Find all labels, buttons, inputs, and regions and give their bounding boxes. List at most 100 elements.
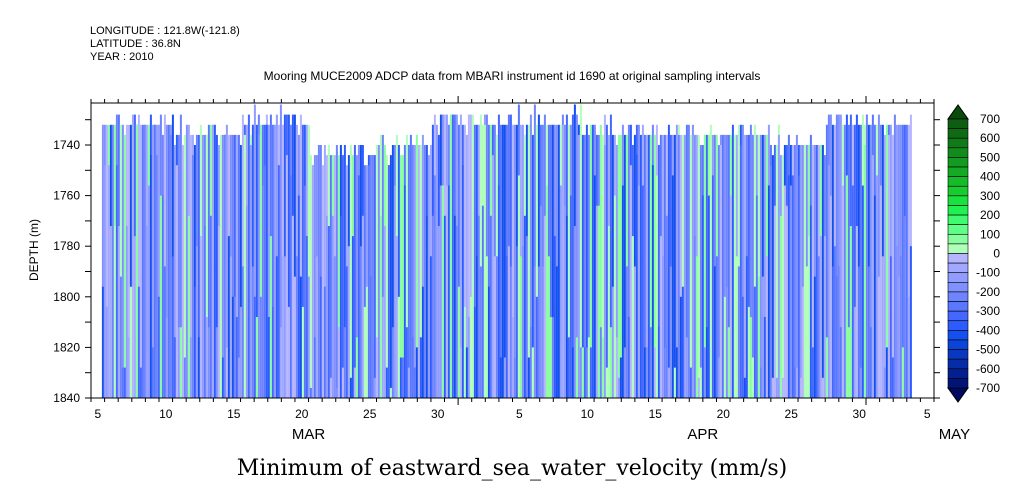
data-cell xyxy=(743,134,746,379)
data-cell xyxy=(117,114,120,227)
data-cell xyxy=(247,114,250,298)
data-cell xyxy=(339,145,342,217)
data-cell xyxy=(567,337,570,398)
data-cell xyxy=(199,124,202,237)
data-cell xyxy=(209,124,212,217)
data-cell xyxy=(787,134,790,176)
data-cell xyxy=(441,185,444,398)
data-cell xyxy=(145,124,148,227)
data-cell xyxy=(167,286,170,398)
data-cell xyxy=(741,296,744,398)
data-cell xyxy=(875,175,878,398)
data-cell xyxy=(381,134,384,298)
data-cell xyxy=(535,296,538,398)
colorbar-label: 0 xyxy=(993,247,1000,261)
data-cell xyxy=(307,276,310,398)
data-cell xyxy=(649,327,652,398)
data-cell xyxy=(555,124,558,267)
data-cell xyxy=(289,175,292,398)
data-cell xyxy=(539,124,542,207)
data-cell xyxy=(123,134,126,369)
data-cell xyxy=(405,134,408,328)
data-cell xyxy=(107,165,110,398)
data-cell xyxy=(403,145,406,186)
y-tick-label: 1800 xyxy=(53,290,80,304)
data-cell xyxy=(429,256,432,398)
data-cell xyxy=(859,367,862,398)
data-cell xyxy=(423,145,426,247)
data-cell xyxy=(905,246,908,398)
data-cell xyxy=(661,256,664,398)
data-cell xyxy=(395,236,398,398)
data-cell xyxy=(493,256,496,398)
data-cell xyxy=(283,114,286,257)
data-cell xyxy=(643,347,646,398)
data-cell xyxy=(151,124,154,348)
data-cell xyxy=(525,236,528,398)
colorbar-label: 100 xyxy=(980,227,1000,241)
data-cell xyxy=(471,114,474,197)
data-cell xyxy=(583,134,586,348)
data-cell xyxy=(879,185,882,398)
data-cell xyxy=(691,134,694,398)
data-cell xyxy=(239,306,242,398)
data-cell xyxy=(909,246,912,398)
data-cell xyxy=(245,124,248,207)
data-cell xyxy=(459,114,462,348)
colorbar-band xyxy=(947,291,969,302)
data-cell xyxy=(893,114,896,318)
data-cell xyxy=(571,347,574,398)
data-cell xyxy=(507,114,510,247)
data-cell xyxy=(345,266,348,398)
data-cell xyxy=(721,185,724,398)
data-cell xyxy=(237,134,240,358)
data-cell xyxy=(175,165,178,398)
data-cell xyxy=(201,134,204,318)
data-cell xyxy=(379,215,382,398)
data-cell xyxy=(127,124,130,338)
data-cell xyxy=(785,205,788,398)
data-cell xyxy=(513,357,516,398)
data-cell xyxy=(449,347,452,398)
data-cell xyxy=(347,155,350,247)
data-cell xyxy=(829,195,832,398)
data-cell xyxy=(167,124,170,288)
data-cell xyxy=(445,114,448,186)
data-cell xyxy=(423,246,426,398)
data-cell xyxy=(873,124,876,197)
data-cell xyxy=(305,236,308,398)
data-cell xyxy=(221,357,224,398)
data-cell xyxy=(417,145,420,398)
data-cell xyxy=(103,165,106,398)
data-cell xyxy=(149,114,152,156)
data-cell xyxy=(475,124,478,257)
data-cell xyxy=(131,114,134,288)
chart-title: Mooring MUCE2009 ADCP data from MBARI in… xyxy=(264,69,761,83)
data-cell xyxy=(293,276,296,398)
data-cell xyxy=(717,357,720,398)
data-cell xyxy=(745,256,748,398)
data-cell xyxy=(357,175,360,398)
data-cell xyxy=(429,145,432,257)
data-cell xyxy=(333,256,336,398)
data-cell xyxy=(173,145,176,338)
data-cell xyxy=(851,124,854,186)
data-cell xyxy=(557,124,560,308)
data-cell xyxy=(781,377,784,398)
data-cell xyxy=(113,226,116,398)
data-cell xyxy=(599,124,602,328)
data-cell xyxy=(391,145,394,328)
data-cell xyxy=(743,377,746,398)
data-cell xyxy=(111,124,114,146)
data-cell xyxy=(813,145,816,278)
data-cell xyxy=(595,134,598,207)
data-cell xyxy=(165,317,168,398)
data-cell xyxy=(131,286,134,398)
data-cell xyxy=(291,114,294,217)
data-cell xyxy=(647,134,650,308)
data-cell xyxy=(361,145,364,217)
data-cell xyxy=(421,286,424,398)
data-cell xyxy=(269,236,272,398)
data-cell xyxy=(885,124,888,348)
data-cell xyxy=(177,327,180,398)
